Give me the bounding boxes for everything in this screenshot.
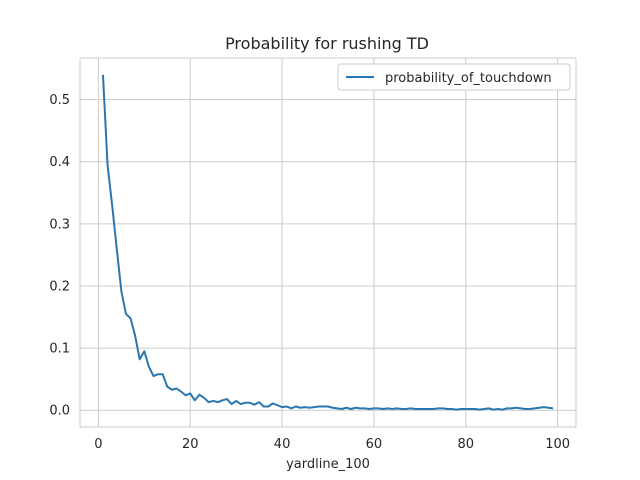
y-tick-label: 0.5 (49, 93, 70, 108)
legend-box (337, 63, 571, 91)
x-tick-label: 100 (545, 437, 570, 452)
y-tick-label: 0.1 (49, 342, 70, 357)
x-tick-label: 0 (94, 437, 102, 452)
y-tick-label: 0.4 (49, 155, 70, 170)
grid (80, 58, 576, 427)
x-tick-label: 60 (366, 437, 383, 452)
series-group (101, 74, 554, 411)
chart-title: Probability for rushing TD (225, 34, 429, 53)
legend: probability_of_touchdown (337, 63, 571, 91)
y-tick-label: 0.2 (49, 279, 70, 294)
x-axis-label: yardline_100 (286, 457, 370, 472)
y-axis: 0.0 0.1 0.2 0.3 0.4 0.5 (49, 93, 70, 419)
x-axis: 0 20 40 60 80 100 (94, 437, 570, 452)
y-tick-label: 0.0 (49, 404, 70, 419)
x-tick-label: 80 (458, 437, 475, 452)
x-tick-label: 20 (182, 437, 199, 452)
y-tick-label: 0.3 (49, 217, 70, 232)
plot-area (79, 57, 577, 428)
legend-label: probability_of_touchdown (385, 71, 552, 86)
x-tick-label: 40 (274, 437, 291, 452)
series-line (101, 74, 554, 411)
